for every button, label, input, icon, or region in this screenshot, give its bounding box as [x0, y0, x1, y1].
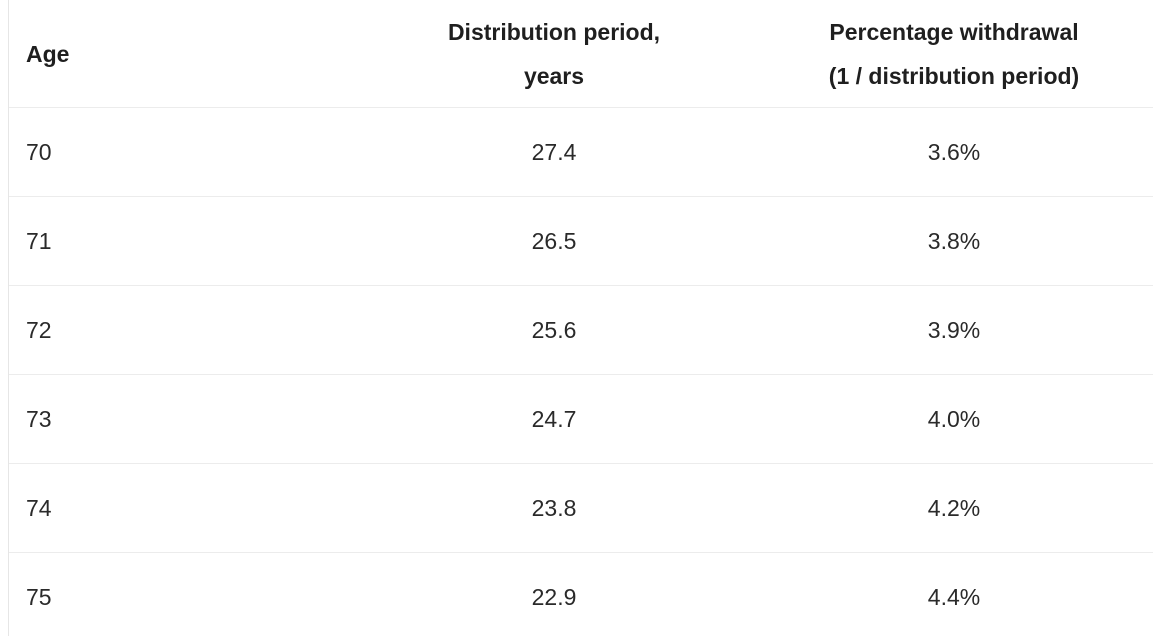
cell-distribution-period: 26.5: [354, 197, 754, 286]
cell-age: 74: [9, 464, 354, 553]
table-body: 70 27.4 3.6% 71 26.5 3.8% 72 25.6 3.9% 7…: [9, 108, 1153, 641]
cell-distribution-period: 25.6: [354, 286, 754, 375]
table-row: 75 22.9 4.4%: [9, 553, 1153, 641]
header-percentage-line1: Percentage withdrawal: [754, 10, 1153, 54]
distribution-table-container: Age Distribution period, years Percentag…: [8, 0, 1153, 636]
distribution-table: Age Distribution period, years Percentag…: [9, 0, 1153, 641]
cell-percentage-withdrawal: 4.4%: [754, 553, 1153, 641]
cell-distribution-period: 24.7: [354, 375, 754, 464]
header-percentage-line2: (1 / distribution period): [754, 54, 1153, 98]
header-percentage-withdrawal: Percentage withdrawal (1 / distribution …: [754, 0, 1153, 108]
table-row: 70 27.4 3.6%: [9, 108, 1153, 197]
table-row: 71 26.5 3.8%: [9, 197, 1153, 286]
table-header: Age Distribution period, years Percentag…: [9, 0, 1153, 108]
cell-distribution-period: 27.4: [354, 108, 754, 197]
header-row: Age Distribution period, years Percentag…: [9, 0, 1153, 108]
cell-age: 75: [9, 553, 354, 641]
header-distribution-line2: years: [354, 54, 754, 98]
table-row: 74 23.8 4.2%: [9, 464, 1153, 553]
cell-percentage-withdrawal: 4.0%: [754, 375, 1153, 464]
cell-percentage-withdrawal: 3.8%: [754, 197, 1153, 286]
header-distribution-line1: Distribution period,: [354, 10, 754, 54]
table-row: 72 25.6 3.9%: [9, 286, 1153, 375]
cell-percentage-withdrawal: 4.2%: [754, 464, 1153, 553]
header-age-label: Age: [26, 32, 354, 76]
cell-distribution-period: 23.8: [354, 464, 754, 553]
cell-age: 71: [9, 197, 354, 286]
table-row: 73 24.7 4.0%: [9, 375, 1153, 464]
cell-percentage-withdrawal: 3.9%: [754, 286, 1153, 375]
cell-age: 70: [9, 108, 354, 197]
cell-age: 73: [9, 375, 354, 464]
header-age: Age: [9, 0, 354, 108]
cell-age: 72: [9, 286, 354, 375]
cell-percentage-withdrawal: 3.6%: [754, 108, 1153, 197]
cell-distribution-period: 22.9: [354, 553, 754, 641]
header-distribution-period: Distribution period, years: [354, 0, 754, 108]
